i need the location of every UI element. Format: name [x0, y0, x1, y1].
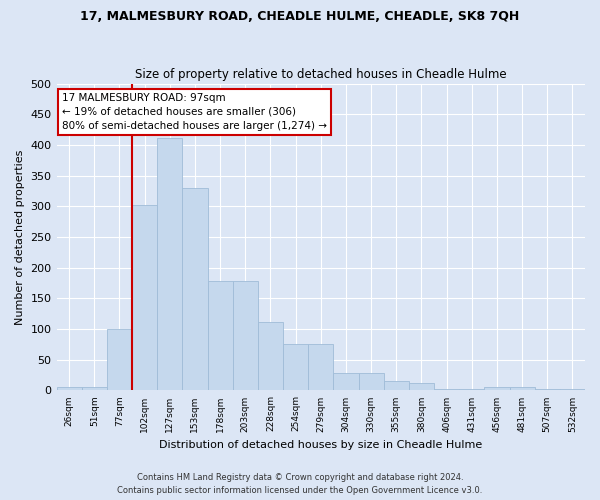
X-axis label: Distribution of detached houses by size in Cheadle Hulme: Distribution of detached houses by size …: [159, 440, 482, 450]
Text: 17, MALMESBURY ROAD, CHEADLE HULME, CHEADLE, SK8 7QH: 17, MALMESBURY ROAD, CHEADLE HULME, CHEA…: [80, 10, 520, 23]
Bar: [334, 373, 359, 390]
Bar: [283, 344, 308, 391]
Title: Size of property relative to detached houses in Cheadle Hulme: Size of property relative to detached ho…: [135, 68, 506, 81]
Bar: [107, 329, 132, 390]
Bar: [56, 388, 82, 390]
Bar: [509, 388, 535, 390]
Bar: [459, 388, 484, 390]
Bar: [434, 388, 459, 390]
Bar: [208, 281, 233, 390]
Text: Contains HM Land Registry data © Crown copyright and database right 2024.
Contai: Contains HM Land Registry data © Crown c…: [118, 474, 482, 495]
Bar: [157, 138, 182, 390]
Bar: [182, 188, 208, 390]
Y-axis label: Number of detached properties: Number of detached properties: [15, 150, 25, 324]
Bar: [560, 389, 585, 390]
Bar: [484, 388, 509, 390]
Bar: [233, 281, 258, 390]
Text: 17 MALMESBURY ROAD: 97sqm
← 19% of detached houses are smaller (306)
80% of semi: 17 MALMESBURY ROAD: 97sqm ← 19% of detac…: [62, 93, 327, 131]
Bar: [132, 205, 157, 390]
Bar: [308, 344, 334, 391]
Bar: [383, 381, 409, 390]
Bar: [409, 383, 434, 390]
Bar: [359, 373, 383, 390]
Bar: [258, 322, 283, 390]
Bar: [535, 389, 560, 390]
Bar: [82, 388, 107, 390]
